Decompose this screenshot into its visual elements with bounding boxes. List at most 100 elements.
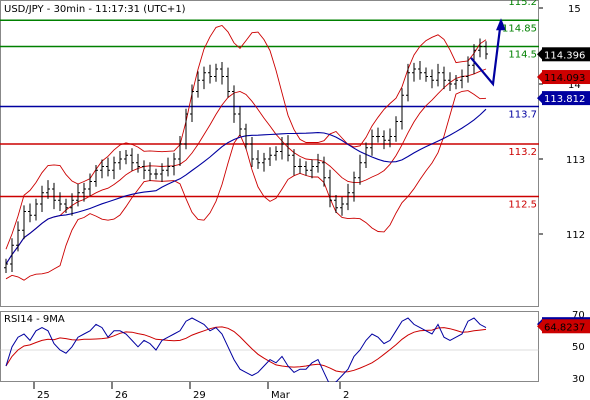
price-y-axis: 15 14 113 112 bbox=[539, 4, 585, 241]
ohlc-bar bbox=[142, 160, 146, 180]
ohlc-bar bbox=[160, 163, 164, 182]
ohlc-bar bbox=[58, 192, 62, 212]
ohlc-bar bbox=[382, 130, 386, 150]
x-tick-label: Mar bbox=[271, 390, 291, 400]
ohlc-bar bbox=[52, 182, 56, 210]
ohlc-bar bbox=[268, 147, 272, 167]
price-tag-bg bbox=[542, 91, 590, 106]
ohlc-bar bbox=[250, 136, 254, 167]
ohlc-bar bbox=[346, 183, 350, 211]
rsi-tag-label: 64.8237 bbox=[544, 322, 585, 333]
ohlc-bar bbox=[226, 67, 230, 98]
rsi-tick-label: 30 bbox=[572, 374, 585, 385]
price-tag-label: 114.093 bbox=[544, 73, 585, 84]
ohlc-bar bbox=[472, 44, 476, 75]
ohlc-bar bbox=[418, 61, 422, 80]
ohlc-bar bbox=[424, 67, 428, 82]
ohlc-bar bbox=[448, 72, 452, 92]
ohlc-bar bbox=[244, 123, 248, 150]
ohlc-bar bbox=[430, 69, 434, 89]
ohlc-bar bbox=[172, 152, 176, 176]
rsi-y-axis: 70 50 30 bbox=[572, 310, 585, 385]
ohlc-bar bbox=[280, 136, 284, 160]
ohlc-bar bbox=[178, 136, 182, 167]
ohlc-bar bbox=[454, 75, 458, 90]
chart-title: USD/JPY - 30min - 11:17:31 (UTC+1) bbox=[4, 4, 186, 15]
ohlc-bar bbox=[316, 153, 320, 173]
forecast-path bbox=[470, 20, 503, 87]
level-label: 112.5 bbox=[508, 200, 537, 211]
rsi-tick-label: 70 bbox=[572, 310, 585, 321]
price-tick-label: 112 bbox=[566, 230, 585, 241]
ohlc-bar bbox=[118, 151, 122, 170]
ohlc-bar bbox=[148, 162, 152, 182]
price-tag-bg bbox=[542, 47, 590, 62]
price-tag-pointer bbox=[537, 72, 542, 83]
level-label: 113.2 bbox=[508, 147, 537, 158]
ohlc-bar bbox=[190, 84, 194, 122]
bollinger-upper-line bbox=[5, 24, 487, 250]
ohlc-bar bbox=[286, 135, 290, 162]
ohlc-bar bbox=[328, 169, 332, 208]
ohlc-bar bbox=[262, 152, 266, 172]
ohlc-bar bbox=[238, 106, 242, 137]
ohlc-bar bbox=[376, 127, 380, 143]
ohlc-bar bbox=[400, 88, 404, 130]
ohlc-bar bbox=[334, 195, 338, 213]
x-tick-label: 25 bbox=[37, 390, 50, 400]
ohlc-bar bbox=[76, 183, 80, 207]
ohlc-bar bbox=[442, 66, 446, 90]
rsi-tick-label: 50 bbox=[572, 342, 585, 353]
ohlc-bar bbox=[28, 203, 32, 223]
rsi-panel-frame bbox=[0, 311, 539, 382]
ohlc-bar bbox=[106, 157, 110, 177]
x-tick-label: 29 bbox=[193, 390, 206, 400]
price-tag-pointer bbox=[537, 49, 542, 60]
ohlc-bar bbox=[10, 238, 14, 272]
ohlc-bar bbox=[40, 185, 44, 212]
ohlc-bar bbox=[478, 38, 482, 58]
price-tag-label: 113.812 bbox=[544, 94, 585, 105]
rsi-tag-pointer bbox=[537, 321, 542, 332]
ohlc-bar bbox=[394, 116, 398, 142]
ohlc-bar bbox=[94, 165, 98, 187]
forecast-arrowhead bbox=[496, 18, 506, 31]
ohlc-bar bbox=[364, 142, 368, 168]
ohlc-bar bbox=[298, 158, 302, 174]
ohlc-bar bbox=[220, 61, 224, 85]
ohlc-bar bbox=[22, 205, 26, 240]
ohlc-bar bbox=[196, 71, 200, 98]
ohlc-bar bbox=[358, 154, 362, 185]
ohlc-bar bbox=[460, 69, 464, 89]
ohlc-bar bbox=[16, 221, 20, 252]
rsi-line bbox=[5, 317, 487, 382]
ohlc-bar bbox=[88, 173, 92, 197]
x-tick-label: 26 bbox=[115, 390, 128, 400]
price-tag-bg bbox=[542, 70, 590, 85]
ohlc-bar bbox=[322, 156, 326, 187]
ohlc-bar bbox=[232, 85, 236, 123]
ohlc-bar bbox=[340, 196, 344, 216]
level-label: 113.7 bbox=[508, 110, 537, 121]
price-panel-frame bbox=[0, 0, 539, 307]
rsi-panel-label: RSI14 - 9MA bbox=[4, 314, 65, 325]
price-tag-pointer bbox=[537, 93, 542, 104]
ohlc-bar bbox=[166, 157, 170, 177]
rsi-tag-bg bbox=[542, 319, 590, 334]
ohlc-bar bbox=[64, 198, 68, 213]
ohlc-bar bbox=[436, 63, 440, 87]
ohlc-bar bbox=[136, 153, 140, 173]
ohlc-bar bbox=[82, 182, 86, 202]
ohlc-bar bbox=[202, 66, 206, 90]
ohlc-bar bbox=[4, 258, 8, 273]
ohlc-bar bbox=[46, 180, 50, 199]
ohlc-bar bbox=[274, 146, 278, 161]
price-tick-label: 113 bbox=[566, 155, 585, 166]
ohlc-bar bbox=[112, 156, 116, 180]
x-tick-label: 2 bbox=[343, 390, 349, 400]
ohlc-bar bbox=[256, 150, 260, 169]
ohlc-bar bbox=[130, 148, 134, 171]
rsi-ma-line bbox=[5, 326, 487, 373]
ohlc-bar bbox=[34, 198, 38, 221]
